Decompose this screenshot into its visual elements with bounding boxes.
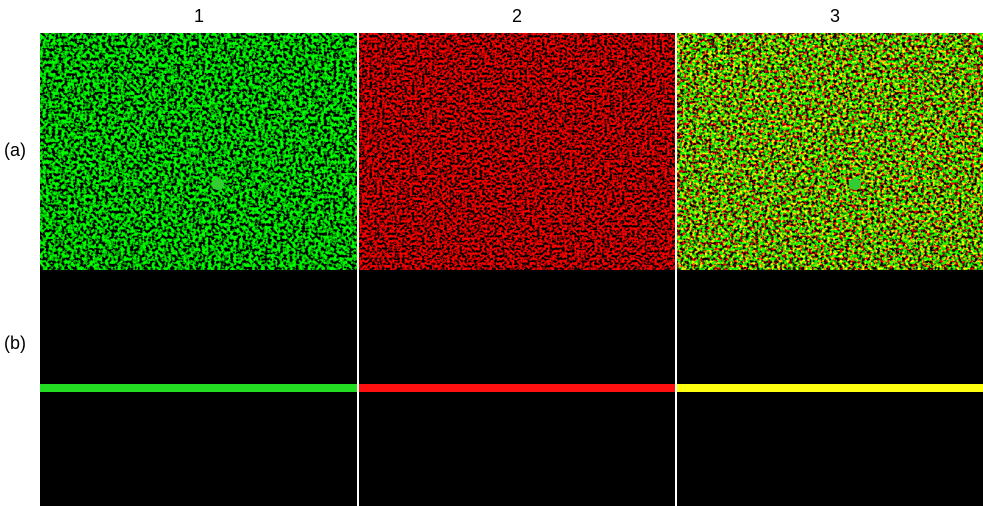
merged-layer xyxy=(677,384,983,392)
merged-overlay xyxy=(677,33,983,270)
green-image xyxy=(40,33,357,270)
cell xyxy=(849,178,861,190)
row-label: (b) xyxy=(4,333,26,353)
column-label: 2 xyxy=(511,6,522,26)
red-layer xyxy=(359,384,675,392)
green-layer xyxy=(40,384,357,392)
red-image xyxy=(359,33,675,270)
cell xyxy=(212,178,224,190)
column-label: 1 xyxy=(193,6,204,26)
image-grid xyxy=(40,33,983,506)
row-label: (a) xyxy=(4,140,26,160)
column-label: 3 xyxy=(829,6,840,26)
